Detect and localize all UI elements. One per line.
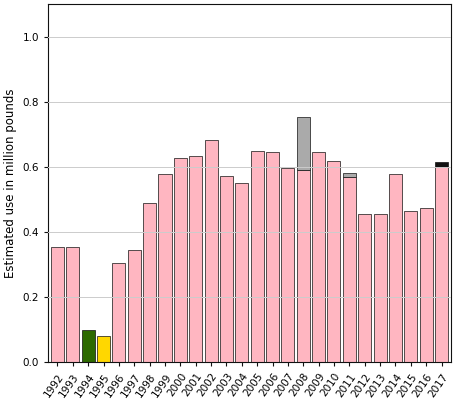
Bar <box>235 183 248 362</box>
Bar <box>404 211 417 362</box>
Bar <box>420 208 433 362</box>
Bar <box>66 247 79 362</box>
Bar <box>435 162 448 167</box>
Bar <box>51 247 64 362</box>
Bar <box>312 152 325 362</box>
Bar <box>128 250 141 362</box>
Bar <box>358 214 371 362</box>
Bar <box>297 116 310 170</box>
Bar <box>374 214 387 362</box>
Bar <box>81 330 95 362</box>
Y-axis label: Estimated use in million pounds: Estimated use in million pounds <box>4 89 17 278</box>
Bar <box>343 177 356 362</box>
Bar <box>343 172 356 177</box>
Bar <box>189 156 202 362</box>
Bar <box>281 168 294 362</box>
Bar <box>220 176 233 362</box>
Bar <box>97 337 110 362</box>
Bar <box>328 162 340 362</box>
Bar <box>297 170 310 362</box>
Bar <box>158 174 172 362</box>
Bar <box>112 263 126 362</box>
Bar <box>266 152 279 362</box>
Bar <box>251 152 264 362</box>
Bar <box>389 174 402 362</box>
Bar <box>143 203 156 362</box>
Bar <box>174 158 187 362</box>
Bar <box>205 140 217 362</box>
Bar <box>435 167 448 362</box>
